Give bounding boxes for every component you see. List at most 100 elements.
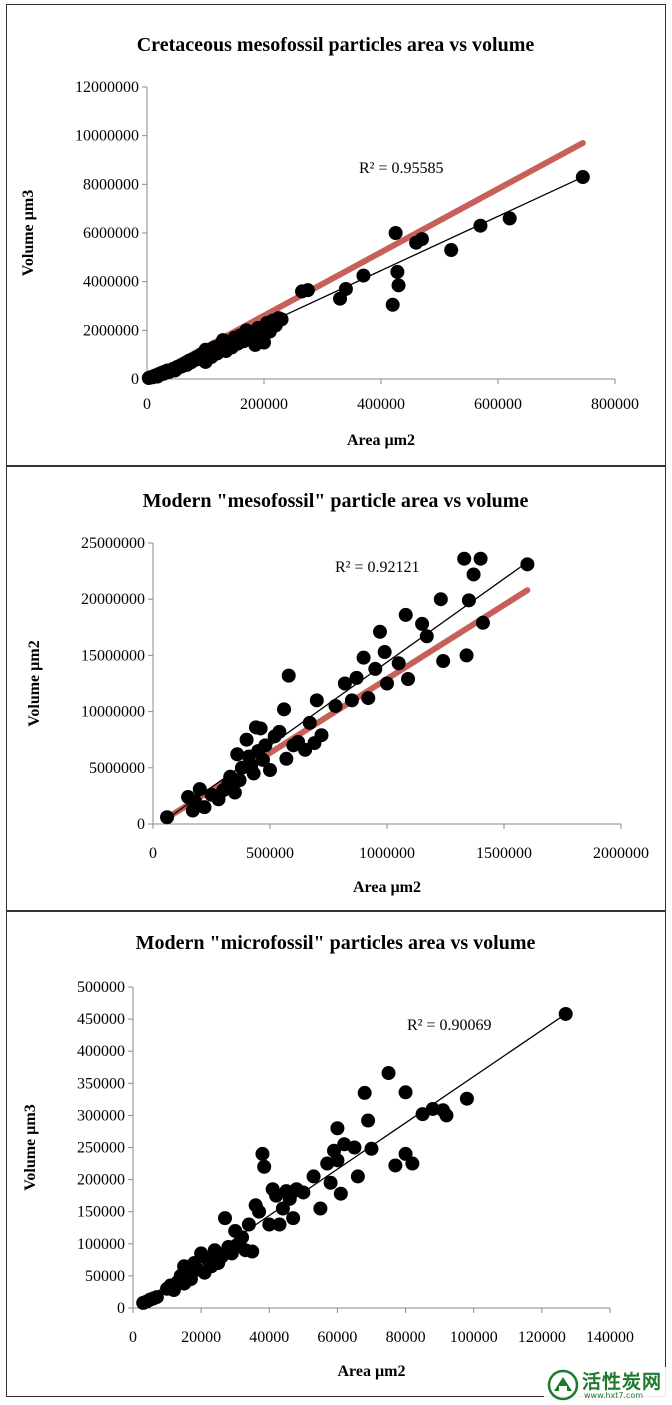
data-point <box>330 1153 345 1168</box>
data-point <box>398 1085 413 1100</box>
data-point <box>313 1201 328 1216</box>
x-tick-label: 60000 <box>317 1329 357 1346</box>
data-point <box>425 1101 440 1116</box>
y-tick-label: 5000000 <box>89 760 145 777</box>
data-point <box>337 676 352 691</box>
x-tick-label: 140000 <box>586 1329 634 1346</box>
data-point <box>414 232 429 247</box>
data-point <box>356 650 371 665</box>
data-point <box>227 785 242 800</box>
data-point <box>255 752 270 767</box>
trendline <box>146 176 584 380</box>
data-point <box>279 751 294 766</box>
y-tick-label: 50000 <box>85 1268 125 1285</box>
data-point <box>466 567 481 582</box>
x-tick-label: 20000 <box>181 1329 221 1346</box>
data-point <box>364 1141 379 1156</box>
data-point <box>349 670 364 685</box>
x-axis-title: Area µm2 <box>353 879 421 896</box>
x-tick-label: 200000 <box>240 396 288 413</box>
watermark: 活性炭网 www.hxt7.com <box>544 1367 668 1403</box>
data-point <box>502 211 517 226</box>
r-squared-label: R² = 0.92121 <box>335 559 420 576</box>
data-point <box>245 1244 260 1259</box>
y-axis-title: Volume µm3 <box>22 1104 39 1190</box>
y-tick-label: 400000 <box>77 1043 125 1060</box>
data-point <box>262 1217 277 1232</box>
data-point <box>459 648 474 663</box>
y-axis-title: Volume µm3 <box>20 190 37 276</box>
data-point <box>391 278 406 293</box>
y-tick-label: 4000000 <box>83 274 139 291</box>
chart-title: Modern "microfossil" particles area vs v… <box>136 932 536 954</box>
data-point <box>385 297 400 312</box>
data-point <box>246 766 261 781</box>
data-point <box>473 551 488 566</box>
data-point <box>281 668 296 683</box>
data-point <box>306 1169 321 1184</box>
x-tick-label: 0 <box>149 845 157 862</box>
data-point <box>388 1158 403 1173</box>
data-point <box>235 1230 250 1245</box>
trendline <box>139 1013 567 1305</box>
y-tick-label: 25000000 <box>81 535 145 552</box>
data-point <box>436 654 451 669</box>
data-point <box>356 268 371 283</box>
data-point <box>239 732 254 747</box>
data-point <box>398 607 413 622</box>
scatter-chart-cretaceous: Cretaceous mesofossil particles area vs … <box>20 34 639 449</box>
data-point <box>272 724 287 739</box>
data-point <box>433 592 448 607</box>
data-point <box>330 1121 345 1136</box>
data-point <box>258 738 273 753</box>
r-squared-label: R² = 0.95585 <box>359 160 444 177</box>
x-tick-label: 0 <box>143 396 151 413</box>
x-tick-label: 800000 <box>591 396 639 413</box>
data-point <box>230 747 245 762</box>
y-tick-label: 300000 <box>77 1107 125 1124</box>
data-point <box>160 810 175 825</box>
y-axis-title: Volume µm2 <box>26 640 43 726</box>
y-tick-label: 450000 <box>77 1011 125 1028</box>
trendline <box>164 561 528 822</box>
y-tick-label: 12000000 <box>75 79 139 96</box>
data-point <box>328 698 343 713</box>
x-axis-title: Area µm2 <box>337 1363 405 1380</box>
data-point <box>277 702 292 717</box>
data-point <box>391 656 406 671</box>
data-point <box>253 721 268 736</box>
y-tick-label: 2000000 <box>83 322 139 339</box>
data-point <box>475 615 490 630</box>
data-point <box>217 1211 232 1226</box>
data-point <box>263 763 277 778</box>
y-tick-label: 500000 <box>77 979 125 996</box>
y-tick-label: 6000000 <box>83 225 139 242</box>
data-point <box>255 1146 270 1161</box>
x-tick-label: 120000 <box>518 1329 566 1346</box>
data-point <box>473 218 488 233</box>
watermark-url: www.hxt7.com <box>584 1391 644 1400</box>
data-point <box>232 773 247 788</box>
data-point <box>361 691 376 706</box>
data-point <box>333 1186 348 1201</box>
data-point <box>257 335 271 350</box>
chart-panel-modern-microfossil: Modern "microfossil" particles area vs v… <box>6 911 666 1397</box>
y-tick-label: 200000 <box>77 1172 125 1189</box>
data-point <box>520 557 535 572</box>
scatter-chart-modern-microfossil: Modern "microfossil" particles area vs v… <box>22 932 634 1380</box>
x-tick-label: 400000 <box>357 396 405 413</box>
x-tick-label: 1500000 <box>476 845 532 862</box>
y-tick-label: 250000 <box>77 1140 125 1157</box>
data-point <box>309 693 324 708</box>
x-tick-label: 80000 <box>386 1329 426 1346</box>
y-tick-label: 0 <box>137 816 145 833</box>
y-tick-label: 150000 <box>77 1204 125 1221</box>
data-point <box>241 1217 256 1232</box>
data-point <box>357 1085 372 1100</box>
data-point <box>439 1108 454 1123</box>
data-point <box>274 312 289 327</box>
x-tick-label: 0 <box>129 1329 137 1346</box>
data-point <box>257 1159 272 1174</box>
y-tick-label: 350000 <box>77 1075 125 1092</box>
scatter-chart-modern-mesofossil: Modern "mesofossil" particle area vs vol… <box>26 490 649 896</box>
